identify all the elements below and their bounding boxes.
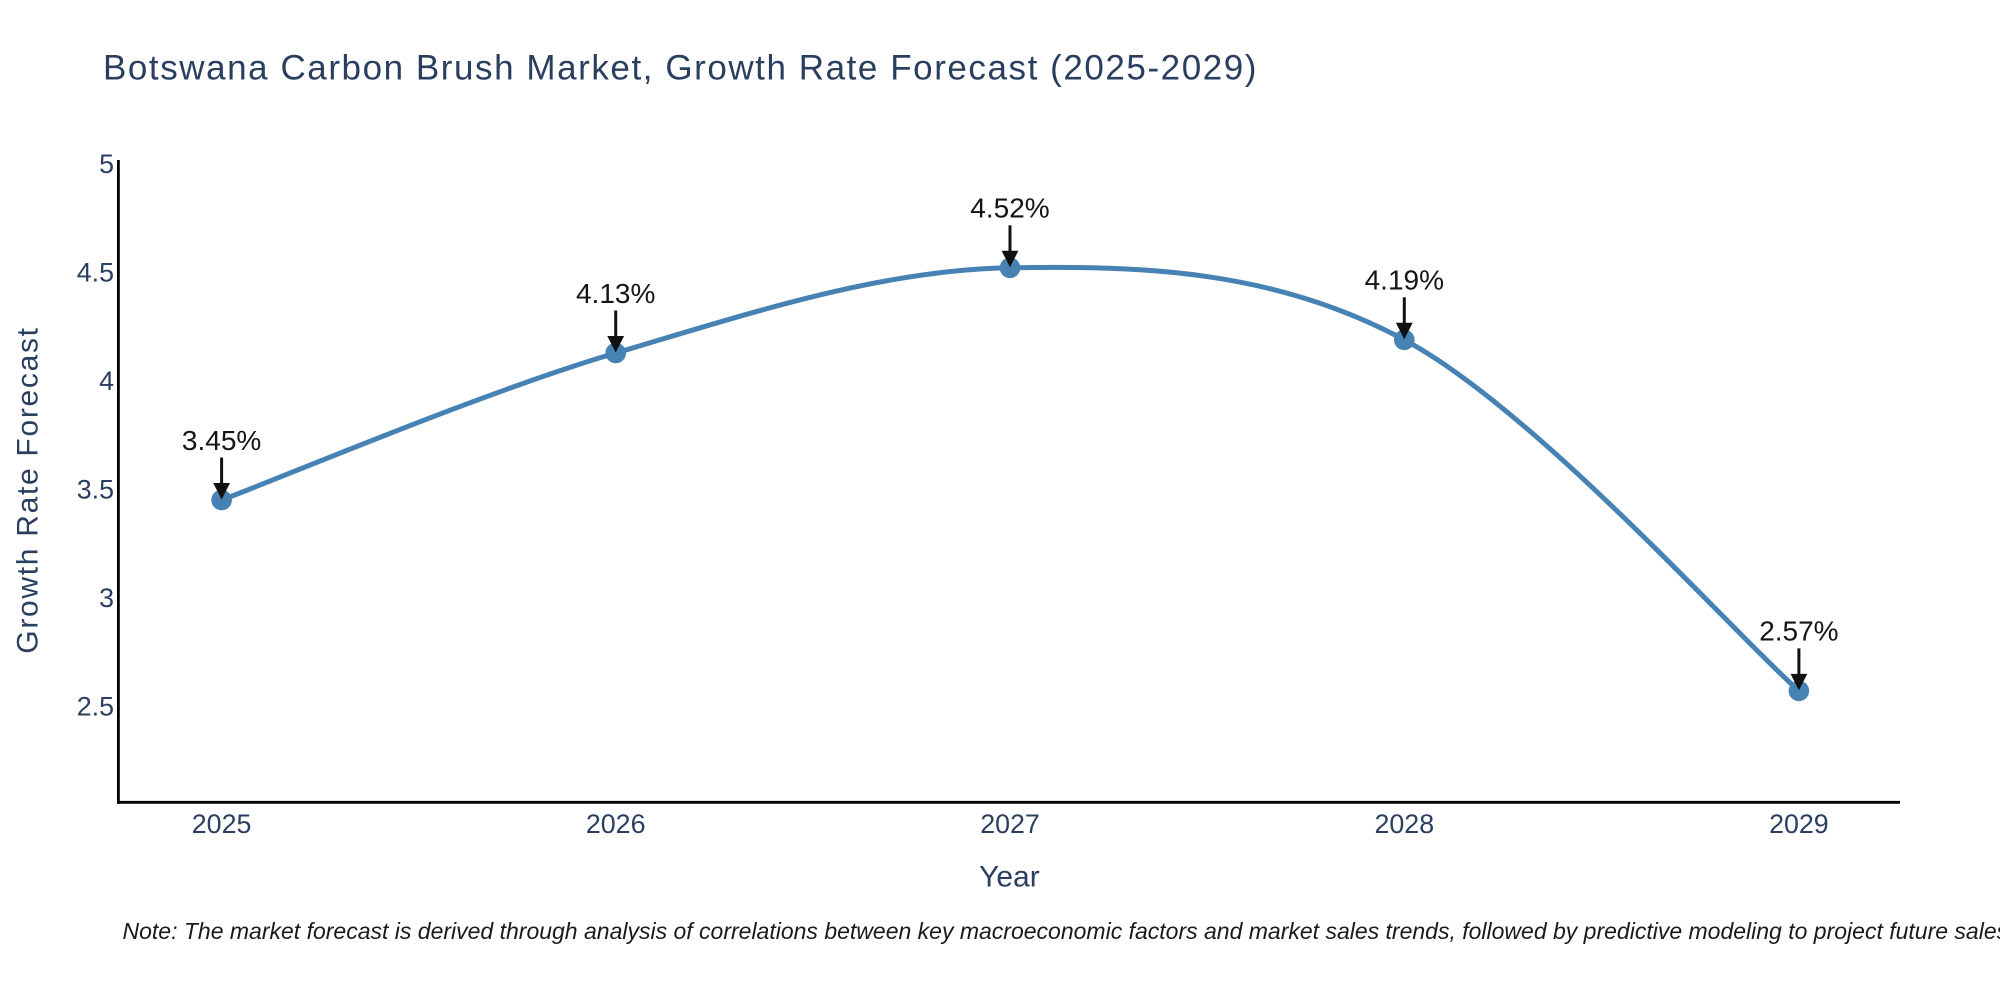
svg-text:4.13%: 4.13% bbox=[576, 278, 655, 309]
svg-text:4.19%: 4.19% bbox=[1365, 265, 1444, 296]
svg-text:2029: 2029 bbox=[1769, 809, 1829, 839]
svg-text:3.5: 3.5 bbox=[77, 474, 114, 504]
svg-text:2.57%: 2.57% bbox=[1759, 616, 1838, 647]
svg-text:2028: 2028 bbox=[1374, 809, 1434, 839]
svg-text:5: 5 bbox=[99, 149, 114, 179]
svg-text:4.5: 4.5 bbox=[77, 257, 114, 287]
svg-text:2027: 2027 bbox=[980, 809, 1040, 839]
svg-text:Growth Rate Forecast: Growth Rate Forecast bbox=[12, 326, 45, 653]
svg-text:4: 4 bbox=[99, 366, 114, 396]
svg-text:Botswana Carbon Brush Market,: Botswana Carbon Brush Market, Growth Rat… bbox=[103, 49, 1258, 88]
svg-text:3: 3 bbox=[99, 583, 114, 613]
svg-text:2.5: 2.5 bbox=[77, 691, 114, 721]
svg-text:Year: Year bbox=[979, 860, 1040, 893]
svg-text:2026: 2026 bbox=[586, 809, 646, 839]
svg-text:Note: The market forecast is d: Note: The market forecast is derived thr… bbox=[123, 918, 2000, 944]
svg-text:2025: 2025 bbox=[192, 809, 252, 839]
svg-text:4.52%: 4.52% bbox=[970, 193, 1049, 224]
svg-text:3.45%: 3.45% bbox=[182, 425, 261, 456]
